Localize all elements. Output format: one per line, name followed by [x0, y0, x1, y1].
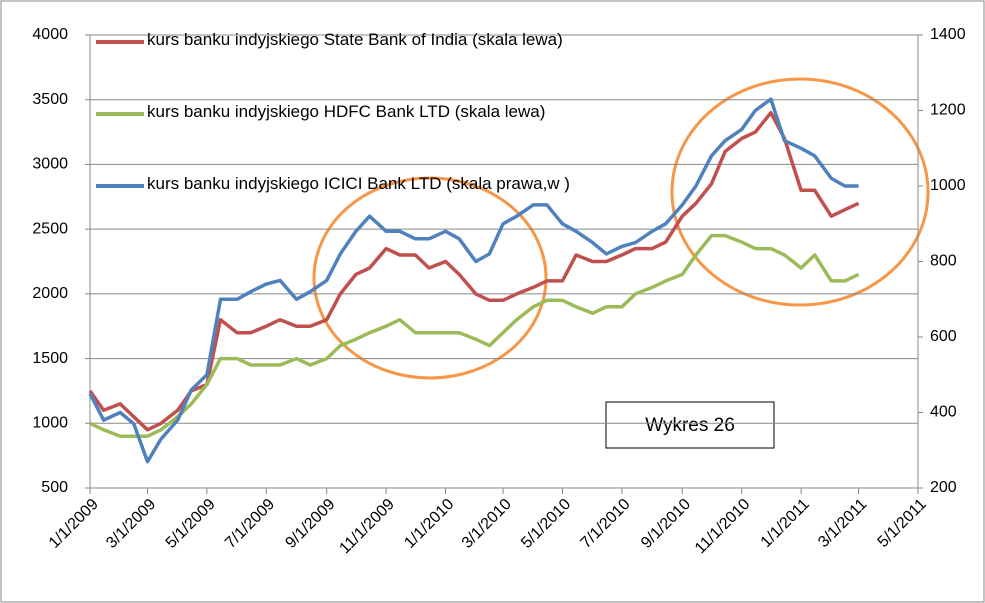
series-line: [88, 97, 859, 464]
y-tick-label: 4000: [32, 26, 68, 43]
y2-tick-label: 800: [930, 253, 957, 270]
legend-swatch: [96, 40, 144, 44]
x-tick-label: 9/1/2009: [282, 496, 338, 552]
y-tick-label: 2500: [32, 220, 68, 237]
y-tick-label: 2000: [32, 285, 68, 302]
y2-tick-label: 200: [930, 479, 957, 496]
series-line: [88, 110, 860, 432]
y-tick-label: 1000: [32, 415, 68, 432]
x-tick-label: 11/1/2009: [336, 496, 398, 558]
y-tick-label: 1500: [32, 350, 68, 367]
legend-swatch: [96, 184, 144, 188]
x-tick-label: 11/1/2010: [692, 496, 754, 558]
y2-tick-label: 400: [930, 404, 957, 421]
annotation-box: [605, 401, 775, 449]
x-tick-label: 5/1/2010: [518, 496, 574, 552]
x-tick-label: 1/1/2009: [46, 496, 102, 552]
y2-tick-label: 1400: [930, 26, 966, 43]
y2-tick-label: 1000: [930, 177, 966, 194]
y2-tick-label: 1200: [930, 102, 966, 119]
x-tick-label: 1/1/2010: [401, 496, 457, 552]
highlight-circle: [312, 176, 548, 380]
series-line: [89, 233, 860, 438]
x-tick-label: 7/1/2010: [578, 496, 634, 552]
x-tick-label: 9/1/2010: [638, 496, 694, 552]
legend-label: kurs banku indyjskiego State Bank of Ind…: [147, 30, 563, 49]
x-tick-label: 5/1/2011: [875, 496, 930, 551]
annotation: Wykres 26: [645, 415, 735, 436]
x-tick-label: 7/1/2009: [222, 496, 278, 552]
x-tick-label: 3/1/2011: [815, 496, 870, 551]
x-tick-label: 3/1/2010: [459, 496, 515, 552]
y-tick-label: 3500: [32, 91, 68, 108]
y2-tick-label: 600: [930, 328, 957, 345]
legend-label: kurs banku indyjskiego ICICI Bank LTD (s…: [147, 174, 570, 193]
x-tick-label: 5/1/2009: [163, 496, 219, 552]
y-tick-label: 500: [41, 479, 68, 496]
x-tick-label: 1/1/2011: [758, 496, 813, 551]
legend-swatch: [96, 112, 144, 116]
legend-label: kurs banku indyjskiego HDFC Bank LTD (sk…: [147, 102, 546, 121]
y-tick-label: 3000: [32, 156, 68, 173]
highlight-circle: [670, 77, 930, 307]
x-tick-label: 3/1/2009: [103, 496, 159, 552]
